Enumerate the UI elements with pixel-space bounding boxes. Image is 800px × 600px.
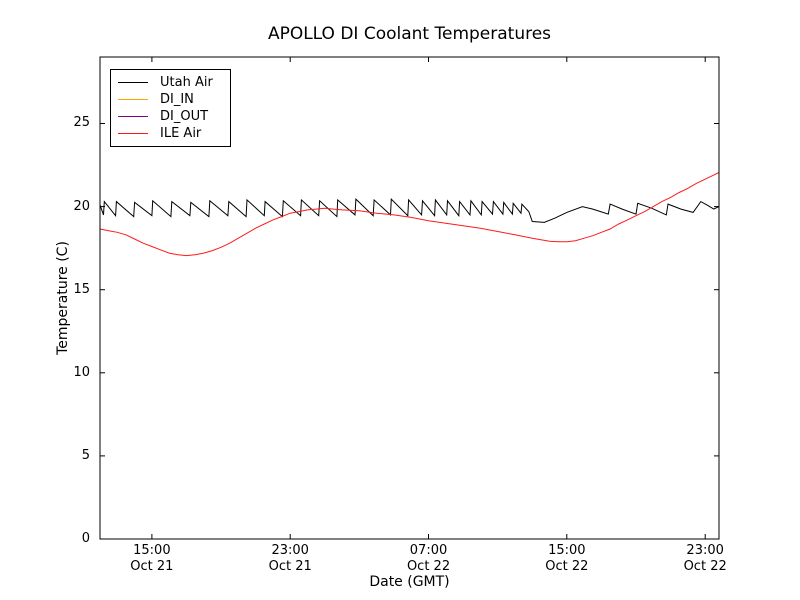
legend-row-di-out: DI_OUT — [118, 108, 222, 125]
x-tick-date: Oct 21 — [268, 559, 312, 574]
x-tick-time: 07:00 — [409, 543, 448, 558]
x-tick-date: Oct 22 — [683, 559, 727, 574]
legend-label-utah-air: Utah Air — [160, 75, 213, 90]
x-tick-time: 15:00 — [548, 543, 586, 558]
x-tick-time: 23:00 — [686, 543, 724, 558]
legend-line-sample-utah-air — [118, 81, 148, 84]
x-tick-time: 15:00 — [133, 543, 171, 558]
x-tick-date: Oct 22 — [545, 559, 589, 574]
x-axis-label: Date (GMT) — [369, 574, 450, 590]
x-tick-time: 23:00 — [271, 543, 309, 558]
legend-label-di-in: DI_IN — [160, 92, 194, 107]
x-tick-label-2: 23:00 Oct 21 — [245, 543, 335, 575]
legend-row-di-in: DI_IN — [118, 91, 222, 108]
x-tick-label-3: 07:00 Oct 22 — [384, 543, 474, 575]
x-tick-label-1: 15:00 Oct 21 — [107, 543, 197, 575]
legend-label-di-out: DI_OUT — [160, 109, 209, 124]
x-tick-date: Oct 21 — [130, 559, 174, 574]
plot-frame — [99, 56, 720, 540]
y-tick-label-15: 15 — [73, 281, 90, 297]
y-tick-label-25: 25 — [73, 115, 90, 131]
series-line-utah-air — [99, 197, 720, 223]
x-tick-date: Oct 22 — [406, 559, 451, 574]
legend-row-utah-air: Utah Air — [118, 74, 222, 91]
x-tick-label-5: 23:00 Oct 22 — [660, 543, 750, 575]
y-tick-label-10: 10 — [73, 364, 90, 380]
legend-row-ile-air: ILE Air — [118, 125, 222, 142]
legend: Utah Air DI_IN DI_OUT ILE Air — [110, 69, 231, 147]
chart-title: APOLLO DI Coolant Temperatures — [267, 24, 552, 44]
legend-line-sample-di-in — [118, 98, 148, 101]
x-tick-label-4: 15:00 Oct 22 — [522, 543, 612, 575]
y-tick-label-0: 0 — [81, 531, 90, 546]
legend-line-sample-di-out — [118, 115, 148, 118]
series-line-ile-air — [99, 172, 720, 257]
y-tick-label-20: 20 — [73, 198, 90, 214]
y-tick-label-5: 5 — [81, 447, 90, 463]
legend-line-sample-ile-air — [118, 132, 148, 135]
legend-label-ile-air: ILE Air — [160, 126, 202, 141]
